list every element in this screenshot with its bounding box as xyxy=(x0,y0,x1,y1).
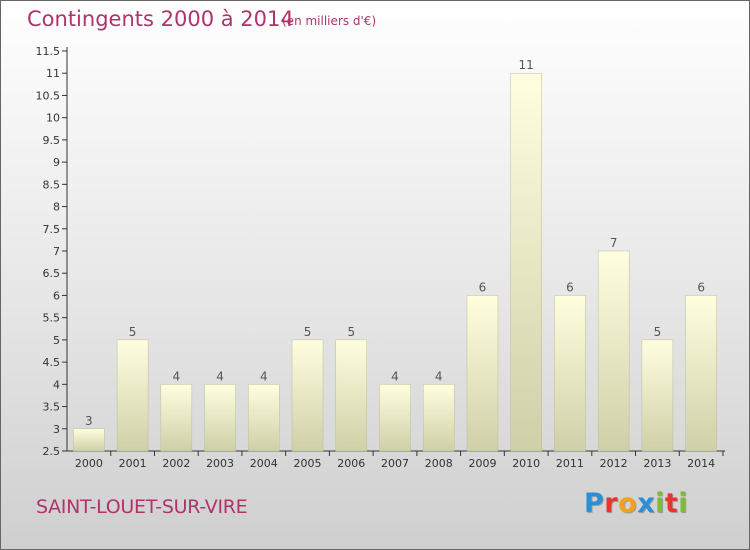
bar-value-label: 5 xyxy=(304,325,312,339)
y-tick-label: 8.5 xyxy=(43,178,61,191)
x-tick-label: 2010 xyxy=(512,457,540,470)
bar-value-label: 4 xyxy=(216,369,224,383)
x-tick-label: 2009 xyxy=(468,457,496,470)
x-tick-label: 2011 xyxy=(556,457,584,470)
logo-letter: r xyxy=(604,488,619,519)
y-tick-label: 6.5 xyxy=(43,267,61,280)
y-tick-label: 5.5 xyxy=(43,312,61,325)
y-tick-label: 9 xyxy=(53,156,60,169)
x-tick-label: 2003 xyxy=(206,457,234,470)
bar-value-label: 5 xyxy=(129,325,137,339)
bar-value-label: 4 xyxy=(260,369,268,383)
x-tick-label: 2013 xyxy=(643,457,671,470)
bar-value-label: 5 xyxy=(347,325,355,339)
y-tick-label: 6 xyxy=(53,289,60,302)
y-tick-label: 10.5 xyxy=(36,89,61,102)
x-tick-label: 2001 xyxy=(119,457,147,470)
x-tick-label: 2006 xyxy=(337,457,365,470)
bar-2009 xyxy=(466,295,499,452)
x-tick-label: 2008 xyxy=(425,457,453,470)
logo-letter: x xyxy=(637,488,656,519)
x-tick-label: 2004 xyxy=(250,457,278,470)
y-tick-label: 8 xyxy=(53,201,60,214)
y-tick-label: 11.5 xyxy=(36,45,61,58)
logo-letter: i xyxy=(678,488,689,519)
bar-value-label: 5 xyxy=(654,325,662,339)
logo-letter: t xyxy=(664,488,679,519)
bar-value-label: 4 xyxy=(435,369,443,383)
x-tick-label: 2000 xyxy=(75,457,103,470)
bar-value-label: 3 xyxy=(85,414,93,428)
y-tick-label: 3 xyxy=(53,423,60,436)
bar-2013 xyxy=(641,339,674,452)
proxiti-logo: Proxiti xyxy=(584,488,688,519)
x-tick-label: 2007 xyxy=(381,457,409,470)
bar-2008 xyxy=(422,384,455,452)
y-tick-label: 7 xyxy=(53,245,60,258)
bar-2004 xyxy=(248,384,280,452)
x-tick-label: 2012 xyxy=(600,457,628,470)
bar-2003 xyxy=(204,384,236,452)
bar-value-label: 6 xyxy=(479,280,487,294)
bar-value-label: 11 xyxy=(519,58,534,72)
x-tick-label: 2014 xyxy=(687,457,715,470)
bar-2014 xyxy=(685,295,717,452)
bar-value-label: 7 xyxy=(610,236,618,250)
bar-2001 xyxy=(116,339,149,452)
bar-2006 xyxy=(335,339,368,452)
bar-2011 xyxy=(554,295,586,452)
y-tick-label: 2.5 xyxy=(43,445,61,458)
bar-value-label: 4 xyxy=(391,369,399,383)
y-tick-label: 9.5 xyxy=(43,134,61,147)
x-tick-label: 2002 xyxy=(162,457,190,470)
y-tick-label: 4 xyxy=(53,378,60,391)
y-tick-label: 10 xyxy=(46,112,60,125)
y-tick-label: 4.5 xyxy=(43,356,61,369)
y-tick-label: 5 xyxy=(53,334,60,347)
y-tick-label: 3.5 xyxy=(43,401,61,414)
logo-letter: P xyxy=(584,488,605,519)
bar-2005 xyxy=(291,339,324,452)
bar-2000 xyxy=(73,428,105,452)
y-tick-label: 7.5 xyxy=(43,223,61,236)
bar-2002 xyxy=(160,384,193,452)
bar-2010 xyxy=(510,72,542,452)
commune-name: SAINT-LOUET-SUR-VIRE xyxy=(36,496,248,518)
y-tick-label: 11 xyxy=(46,67,60,80)
y-axis: 2.5 3 3.5 4 4.5 5 5.5 6 6.5 7 7.5 8 8.5 9 9.5 10 10.5 11 1… xyxy=(36,45,68,458)
bar-value-label: 6 xyxy=(566,280,574,294)
x-axis: 2000 2001 2002 2003 2004 2005 2006 2007 2008 2009… xyxy=(67,450,725,470)
bar-value-label: 4 xyxy=(173,369,181,383)
bars: 3 5 4 4 4 5 5 4 4 6 11 6 7 5 6 xyxy=(73,58,717,452)
logo-letter: i xyxy=(655,488,665,519)
bar-2012 xyxy=(597,250,630,452)
logo-letter: o xyxy=(618,488,638,519)
chart-title: Contingents 2000 à 2014 xyxy=(27,7,294,31)
chart-subtitle: (en milliers d'€) xyxy=(282,14,377,28)
bar-2007 xyxy=(379,384,411,452)
bar-value-label: 6 xyxy=(697,280,705,294)
x-tick-label: 2005 xyxy=(294,457,322,470)
